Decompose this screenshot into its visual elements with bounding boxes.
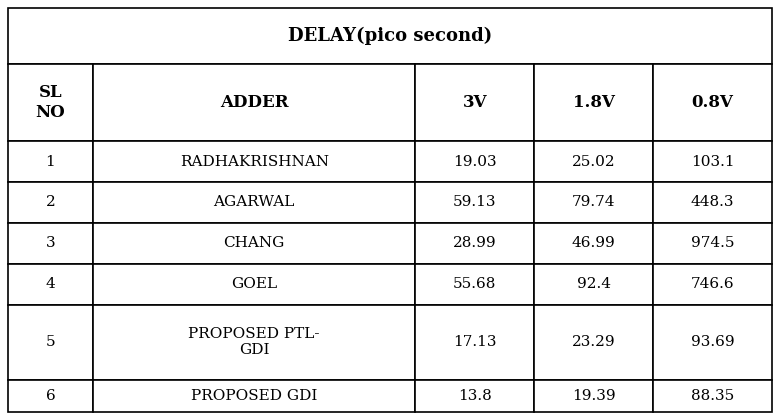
Text: 974.5: 974.5: [691, 236, 734, 250]
Bar: [534, 380, 653, 412]
Bar: [93, 304, 416, 380]
Bar: [8, 141, 93, 182]
Bar: [8, 380, 93, 412]
Bar: [8, 264, 93, 304]
Text: 448.3: 448.3: [691, 195, 734, 210]
Bar: [653, 264, 772, 304]
Text: DELAY(pico second): DELAY(pico second): [288, 27, 492, 45]
Bar: [534, 141, 653, 182]
Text: AGARWAL: AGARWAL: [214, 195, 295, 210]
Bar: [416, 380, 534, 412]
Text: 46.99: 46.99: [572, 236, 615, 250]
Text: 13.8: 13.8: [458, 389, 491, 403]
Bar: [93, 380, 416, 412]
Text: 28.99: 28.99: [453, 236, 497, 250]
Text: 79.74: 79.74: [572, 195, 615, 210]
Bar: [416, 304, 534, 380]
Bar: [534, 182, 653, 223]
Bar: [8, 8, 772, 64]
Bar: [93, 182, 416, 223]
Text: 19.39: 19.39: [572, 389, 615, 403]
Text: 746.6: 746.6: [691, 277, 735, 291]
Bar: [534, 264, 653, 304]
Text: 6: 6: [45, 389, 55, 403]
Text: 25.02: 25.02: [572, 155, 615, 169]
Bar: [534, 64, 653, 141]
Text: SL
NO: SL NO: [36, 84, 66, 121]
Text: 2: 2: [45, 195, 55, 210]
Text: 88.35: 88.35: [691, 389, 734, 403]
Bar: [653, 223, 772, 264]
Bar: [416, 264, 534, 304]
Text: 5: 5: [46, 335, 55, 349]
Bar: [93, 64, 416, 141]
Bar: [8, 182, 93, 223]
Bar: [8, 223, 93, 264]
Bar: [93, 223, 416, 264]
Text: RADHAKRISHNAN: RADHAKRISHNAN: [179, 155, 328, 169]
Text: ADDER: ADDER: [220, 94, 289, 111]
Text: 0.8V: 0.8V: [692, 94, 733, 111]
Text: 4: 4: [45, 277, 55, 291]
Bar: [416, 64, 534, 141]
Text: PROPOSED PTL-
GDI: PROPOSED PTL- GDI: [189, 327, 320, 357]
Bar: [534, 304, 653, 380]
Bar: [416, 141, 534, 182]
Text: 23.29: 23.29: [572, 335, 615, 349]
Text: GOEL: GOEL: [231, 277, 277, 291]
Bar: [653, 182, 772, 223]
Bar: [534, 223, 653, 264]
Text: 55.68: 55.68: [453, 277, 497, 291]
Text: 92.4: 92.4: [576, 277, 611, 291]
Text: 103.1: 103.1: [691, 155, 735, 169]
Bar: [653, 304, 772, 380]
Text: 1: 1: [45, 155, 55, 169]
Bar: [93, 264, 416, 304]
Text: 3: 3: [46, 236, 55, 250]
Text: 19.03: 19.03: [453, 155, 497, 169]
Text: PROPOSED GDI: PROPOSED GDI: [191, 389, 317, 403]
Bar: [653, 380, 772, 412]
Text: CHANG: CHANG: [224, 236, 285, 250]
Bar: [8, 64, 93, 141]
Text: 93.69: 93.69: [691, 335, 735, 349]
Text: 59.13: 59.13: [453, 195, 497, 210]
Text: 1.8V: 1.8V: [573, 94, 615, 111]
Bar: [653, 141, 772, 182]
Bar: [416, 182, 534, 223]
Bar: [8, 304, 93, 380]
Text: 3V: 3V: [463, 94, 488, 111]
Bar: [93, 141, 416, 182]
Text: 17.13: 17.13: [453, 335, 497, 349]
Bar: [416, 223, 534, 264]
Bar: [653, 64, 772, 141]
